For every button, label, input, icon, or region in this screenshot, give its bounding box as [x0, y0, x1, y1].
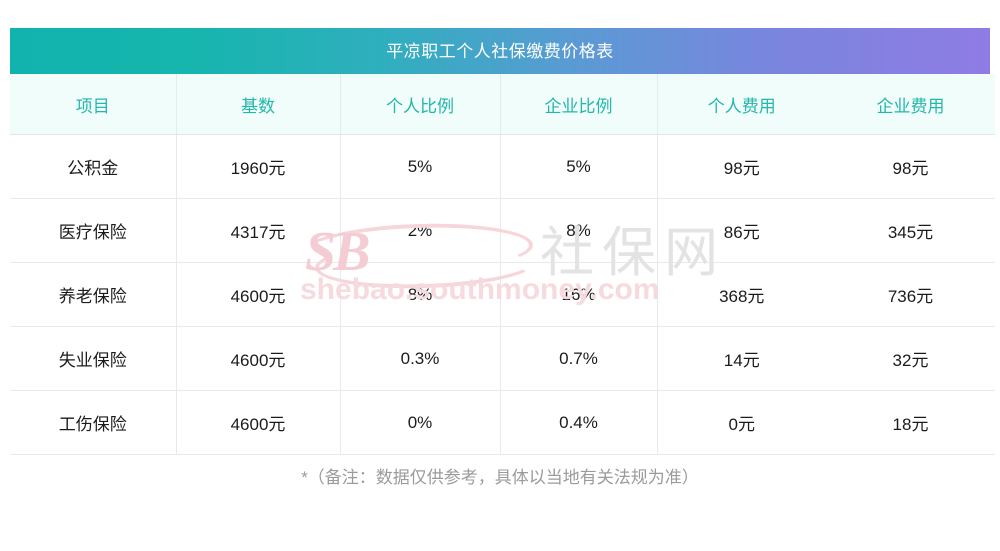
column-header-personal-rate: 个人比例 — [340, 74, 501, 135]
cell-company-rate: 16% — [500, 262, 658, 327]
column-header-company-fee: 企业费用 — [826, 74, 995, 135]
cell-item: 养老保险 — [10, 262, 177, 327]
table-row: 公积金 1960元 5% 5% 98元 98元 — [10, 134, 995, 199]
table-row: 医疗保险 4317元 2% 8% 86元 345元 — [10, 198, 995, 263]
column-header-company-rate: 企业比例 — [500, 74, 658, 135]
cell-base: 1960元 — [176, 134, 341, 199]
table-row: 失业保险 4600元 0.3% 0.7% 14元 32元 — [10, 326, 995, 391]
cell-personal-fee: 98元 — [657, 134, 826, 199]
table-row: 养老保险 4600元 8% 16% 368元 736元 — [10, 262, 995, 327]
table-body: 公积金 1960元 5% 5% 98元 98元 医疗保险 4317元 2% 8%… — [10, 134, 995, 455]
cell-personal-rate: 8% — [340, 262, 501, 327]
page-title: 平凉职工个人社保缴费价格表 — [386, 41, 614, 61]
cell-personal-fee: 0元 — [657, 390, 826, 455]
cell-company-rate: 5% — [500, 134, 658, 199]
cell-company-rate: 8% — [500, 198, 658, 263]
cell-personal-rate: 0.3% — [340, 326, 501, 391]
cell-base: 4600元 — [176, 326, 341, 391]
cell-company-rate: 0.4% — [500, 390, 658, 455]
cell-company-fee: 98元 — [826, 134, 995, 199]
cell-item: 失业保险 — [10, 326, 177, 391]
cell-personal-fee: 368元 — [657, 262, 826, 327]
cell-personal-fee: 14元 — [657, 326, 826, 391]
table-header: 项目 基数 个人比例 企业比例 个人费用 企业费用 — [10, 74, 995, 135]
cell-base: 4317元 — [176, 198, 341, 263]
column-header-base: 基数 — [176, 74, 341, 135]
cell-item: 医疗保险 — [10, 198, 177, 263]
column-header-personal-fee: 个人费用 — [657, 74, 826, 135]
cell-company-rate: 0.7% — [500, 326, 658, 391]
cell-personal-rate: 5% — [340, 134, 501, 199]
cell-company-fee: 32元 — [826, 326, 995, 391]
cell-company-fee: 736元 — [826, 262, 995, 327]
social-insurance-price-table: 项目 基数 个人比例 企业比例 个人费用 企业费用 公积金 1960元 5% 5… — [10, 74, 995, 455]
table-footnote: *（备注：数据仅供参考，具体以当地有关法规为准） — [301, 468, 699, 487]
cell-item: 工伤保险 — [10, 390, 177, 455]
table-header-row: 项目 基数 个人比例 企业比例 个人费用 企业费用 — [10, 74, 995, 135]
cell-company-fee: 345元 — [826, 198, 995, 263]
table-row: 工伤保险 4600元 0% 0.4% 0元 18元 — [10, 390, 995, 455]
column-header-item: 项目 — [10, 74, 177, 135]
cell-personal-rate: 0% — [340, 390, 501, 455]
cell-base: 4600元 — [176, 390, 341, 455]
table-title-bar: 平凉职工个人社保缴费价格表 — [10, 28, 990, 74]
cell-personal-rate: 2% — [340, 198, 501, 263]
cell-company-fee: 18元 — [826, 390, 995, 455]
cell-base: 4600元 — [176, 262, 341, 327]
cell-item: 公积金 — [10, 134, 177, 199]
cell-personal-fee: 86元 — [657, 198, 826, 263]
